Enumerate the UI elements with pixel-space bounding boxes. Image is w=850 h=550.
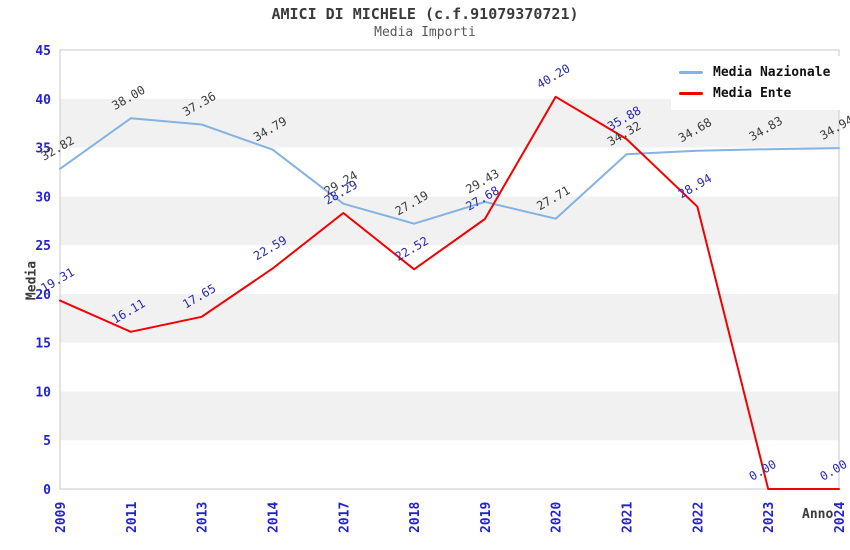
y-axis-title: Media	[24, 260, 40, 301]
y-tick-label: 40	[35, 93, 51, 108]
legend-marker-media-ente-icon	[679, 92, 703, 95]
plot-band	[60, 440, 839, 489]
plot-band	[60, 342, 839, 392]
chart-title: AMICI DI MICHELE (c.f.91079370721)	[271, 5, 579, 23]
x-tick-label: 2013	[196, 502, 211, 533]
legend-label-media-ente: Media Ente	[713, 86, 792, 101]
x-tick-label: 2022	[691, 502, 706, 533]
x-tick-label: 2014	[266, 502, 281, 533]
plot-band	[60, 147, 839, 197]
x-tick-label: 2020	[550, 502, 565, 533]
x-tick-label: 2019	[479, 502, 494, 533]
x-axis-title: Anno	[802, 507, 834, 522]
y-tick-label: 25	[35, 239, 51, 254]
x-tick-label: 2024	[833, 502, 848, 533]
x-tick-label: 2018	[408, 502, 423, 533]
y-tick-label: 10	[35, 385, 51, 400]
x-tick-label: 2017	[337, 502, 352, 533]
y-tick-label: 15	[35, 337, 51, 352]
x-tick-label: 2021	[621, 502, 636, 533]
y-tick-label: 20	[35, 288, 51, 303]
y-tick-label: 45	[35, 44, 51, 59]
x-tick-label: 2009	[54, 502, 69, 533]
y-tick-label: 0	[43, 483, 51, 498]
x-tick-label: 2011	[125, 502, 140, 533]
y-tick-label: 30	[35, 190, 51, 205]
legend-label-media-nazionale: Media Nazionale	[713, 65, 831, 80]
plot-border	[59, 49, 840, 490]
legend-item-media-ente: Media Ente	[679, 83, 841, 104]
plot-band	[60, 391, 839, 441]
y-tick-label: 35	[35, 142, 51, 157]
series-line-media-nazionale	[59, 117, 840, 225]
y-tick-label: 5	[43, 434, 51, 449]
chart-subtitle: Media Importi	[374, 25, 476, 40]
legend-item-media-nazionale: Media Nazionale	[679, 62, 841, 83]
legend-marker-media-nazionale-icon	[679, 71, 703, 74]
series-line-media-ente	[59, 95, 840, 490]
x-tick-label: 2023	[762, 502, 777, 533]
legend: Media Nazionale Media Ente	[671, 56, 849, 110]
plot-band	[60, 293, 839, 343]
plot-band	[60, 196, 839, 246]
plot-band	[60, 245, 839, 294]
